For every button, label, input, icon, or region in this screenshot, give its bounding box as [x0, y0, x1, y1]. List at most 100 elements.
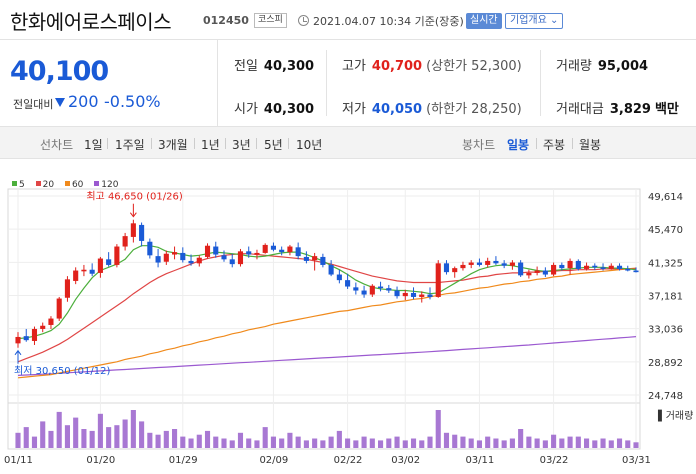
- candle-body: [106, 259, 112, 265]
- candle-weekly[interactable]: 주봉: [543, 138, 566, 152]
- volume-bar: [336, 430, 342, 448]
- candle-body: [567, 260, 573, 269]
- low-annotation: 최저 30,650 (01/12): [14, 365, 110, 377]
- candle-body: [270, 245, 276, 250]
- candle-body: [229, 259, 235, 265]
- candle-chart-label: 봉차트: [462, 138, 496, 152]
- volume-bar: [163, 430, 169, 448]
- volume-bar: [56, 411, 62, 448]
- candle-body: [534, 270, 540, 273]
- candle-body: [468, 262, 474, 265]
- candle-body: [559, 264, 565, 269]
- volume-bar: [213, 436, 219, 448]
- candle-body: [575, 260, 581, 269]
- candle-body: [56, 298, 62, 319]
- volume-bar: [616, 438, 623, 448]
- candle-body: [518, 262, 524, 276]
- candle-body: [592, 265, 598, 268]
- volume-bar: [534, 438, 540, 448]
- volume-bar: [369, 438, 375, 448]
- candle-body: [147, 241, 153, 256]
- candle-body: [204, 245, 211, 257]
- candle-body: [600, 267, 606, 269]
- volume-bar: [575, 436, 581, 448]
- candle-body: [485, 260, 491, 265]
- candle-monthly[interactable]: 월봉: [579, 138, 602, 152]
- candle-body: [97, 258, 103, 273]
- candle-body: [155, 256, 161, 263]
- candle-body: [81, 269, 87, 272]
- plot-frame: [7, 188, 641, 450]
- x-tick-label: 03/11: [465, 455, 494, 466]
- line-chart-label: 선차트: [40, 138, 74, 152]
- company-info-dropdown[interactable]: 기업개요 ⌄: [505, 13, 564, 29]
- candle-body: [64, 279, 70, 298]
- legend-swatch: [64, 181, 70, 186]
- volume-bar: [155, 434, 161, 448]
- stat-amount: 거래대금 3,829 백만: [556, 102, 679, 117]
- high-arrow-head: [129, 212, 137, 218]
- volume-bar: [608, 440, 614, 448]
- period-1w[interactable]: 1주일: [115, 138, 145, 152]
- candle-body: [172, 252, 178, 255]
- candle-body: [89, 269, 95, 274]
- volume-bar: [328, 436, 334, 448]
- volume-bar: [40, 421, 46, 448]
- volume-bar: [196, 434, 202, 448]
- x-tick-label: 03/22: [540, 455, 569, 466]
- stock-code: 012450: [203, 14, 249, 27]
- candle-body: [353, 287, 359, 291]
- volume-bar: [172, 429, 178, 448]
- candle-body: [237, 251, 244, 265]
- legend-ma120: 120: [94, 180, 118, 190]
- x-tick-label: 02/09: [259, 455, 288, 466]
- ma120-line: [17, 336, 637, 376]
- ma60-line: [17, 267, 637, 379]
- period-1y[interactable]: 1년: [201, 138, 220, 152]
- period-5y[interactable]: 5년: [264, 138, 283, 152]
- candle-body: [295, 247, 301, 257]
- volume-bar: [345, 438, 351, 448]
- volume-bar: [122, 419, 128, 448]
- period-3m[interactable]: 3개월: [158, 138, 188, 152]
- candle-daily[interactable]: 일봉: [507, 138, 530, 152]
- volume-bar: [443, 432, 450, 448]
- candle-body: [435, 263, 441, 297]
- period-1d[interactable]: 1일: [84, 138, 103, 152]
- candle-body: [369, 285, 375, 295]
- period-10y[interactable]: 10년: [296, 138, 323, 152]
- clock-icon: [298, 15, 309, 26]
- x-tick-label: 01/11: [4, 455, 33, 466]
- candle-body: [526, 272, 532, 276]
- volume-bar: [139, 421, 145, 448]
- volume-bar: [559, 438, 565, 448]
- volume-bar: [584, 438, 590, 448]
- stat-prev-close: 전일 40,300: [234, 59, 315, 74]
- candle-body: [328, 264, 334, 275]
- volume-bar: [427, 436, 433, 448]
- candle-body: [40, 325, 46, 329]
- ma5-line: [17, 245, 637, 340]
- realtime-button[interactable]: 실시간: [466, 13, 502, 29]
- volume-bar: [279, 438, 285, 448]
- volume-bar: [237, 432, 244, 448]
- candle-body: [188, 260, 194, 264]
- stat-high: 고가 40,700 (상한가 52,300): [342, 59, 522, 74]
- candle-body: [312, 256, 318, 261]
- candle-body: [378, 286, 384, 289]
- volume-bar: [312, 438, 318, 448]
- volume-bar: [303, 440, 309, 448]
- y-tick-label: 45,470: [648, 225, 683, 236]
- candle-body: [73, 270, 79, 281]
- legend-ma60: 60: [64, 180, 83, 190]
- volume-bar: [246, 438, 252, 448]
- low-arrow-head: [14, 349, 22, 356]
- period-3y[interactable]: 3년: [232, 138, 251, 152]
- candle-body: [163, 253, 169, 262]
- volume-bar: [526, 436, 532, 448]
- volume-label: ▌거래량: [657, 409, 693, 422]
- stat-divider: [540, 50, 541, 116]
- candle-body: [443, 263, 450, 273]
- volume-bar: [485, 436, 491, 448]
